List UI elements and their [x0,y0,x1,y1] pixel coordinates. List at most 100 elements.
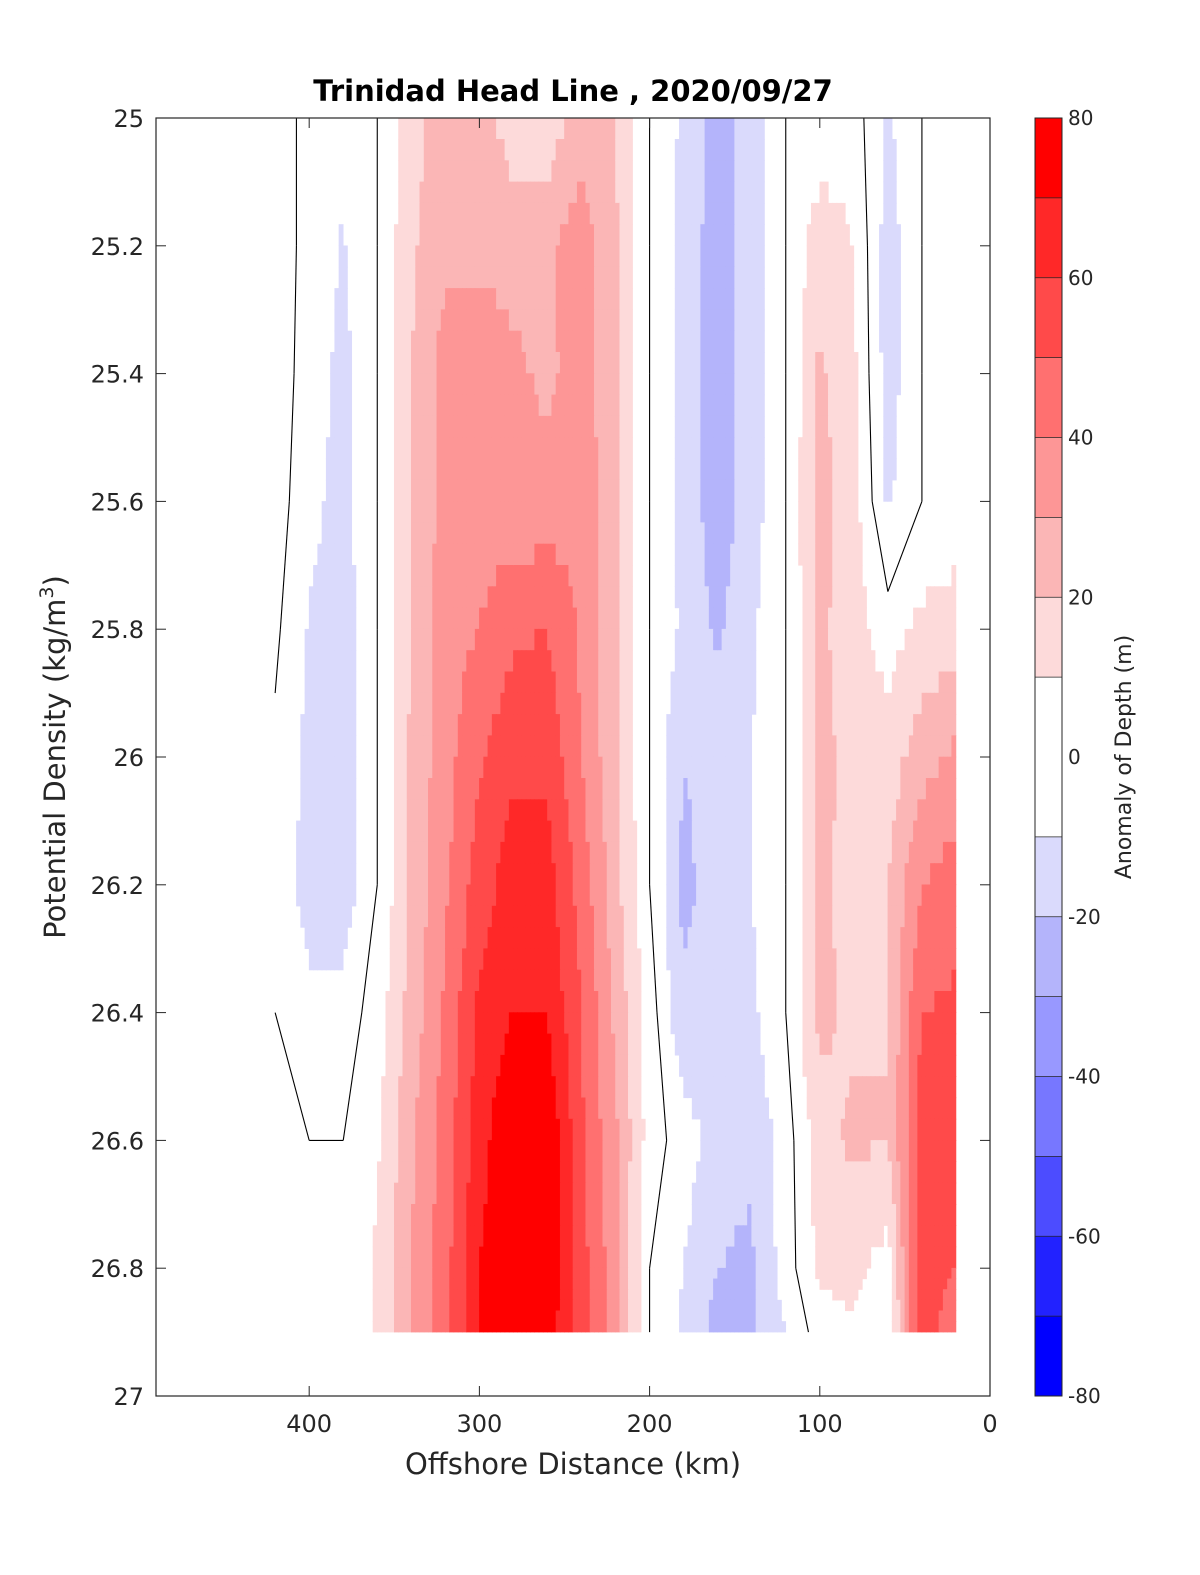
contour-cell [568,671,574,694]
contour-cell [845,799,850,822]
contour-cell [610,884,616,907]
contour-cell [670,671,676,694]
contour-cell [347,756,353,779]
contour-cell [806,607,812,630]
contour-cell [925,841,931,864]
contour-cell [849,352,855,374]
contour-cell [564,245,570,268]
contour-cell [419,139,425,161]
contour-cell [691,863,697,886]
contour-cell [696,543,701,566]
contour-cell [436,756,442,779]
contour-cell [764,1118,770,1141]
contour-cell [568,245,574,268]
contour-cell [891,266,897,289]
contour-cell [449,458,455,481]
contour-cell [836,245,842,268]
contour-cell [717,139,723,161]
contour-cell [610,714,616,736]
contour-cell [534,352,540,374]
contour-cell [581,245,587,268]
contour-cell [445,692,450,715]
contour-cell [496,1076,501,1099]
contour-cell [759,1076,765,1099]
contour-cell [734,352,740,374]
contour-cell [674,778,680,800]
contour-cell [581,650,587,673]
contour-cell [330,820,336,843]
contour-cell [687,522,693,545]
contour-cell [300,863,306,886]
contour-cell [470,1118,476,1141]
contour-cell [317,799,323,822]
contour-cell [891,778,897,800]
contour-cell [564,415,570,438]
contour-cell [398,352,404,374]
contour-cell [568,139,574,161]
contour-cell [517,479,523,502]
contour-cell [674,458,680,481]
contour-cell [500,394,506,417]
contour-cell [521,1012,527,1035]
contour-cell [466,330,472,353]
contour-cell [572,991,578,1013]
contour-cell [508,309,514,332]
contour-cell [347,437,353,460]
contour-cell [589,884,595,907]
contour-cell [674,884,680,907]
contour-cell [951,820,957,843]
contour-cell [423,437,429,460]
contour-cell [921,650,927,673]
contour-cell [389,1097,395,1120]
contour-cell [730,1054,735,1077]
contour-cell [572,139,578,161]
contour-cell [576,181,582,204]
contour-cell [466,1033,472,1056]
contour-cell [466,118,472,140]
contour-cell [445,969,450,992]
contour-cell [525,671,531,694]
contour-cell [628,309,633,332]
contour-cell [342,266,348,289]
contour-cell [725,884,731,907]
contour-cell [585,991,591,1013]
contour-cell [606,266,612,289]
contour-cell [730,692,735,715]
contour-cell [823,969,829,992]
contour-cell [738,778,744,800]
contour-cell [551,479,557,502]
contour-cell [534,245,540,268]
contour-cell [598,692,604,715]
contour-cell [853,586,859,609]
contour-cell [896,799,901,822]
contour-cell [700,118,706,140]
contour-cell [687,1076,693,1099]
contour-cell [674,309,680,332]
contour-cell [432,905,438,928]
contour-cell [836,969,842,992]
contour-cell [347,671,353,694]
contour-cell [849,799,855,822]
contour-cell [704,266,710,289]
contour-cell [479,330,484,353]
contour-cell [491,415,497,438]
contour-cell [474,266,480,289]
contour-cell [725,458,731,481]
contour-cell [734,863,740,886]
contour-cell [730,905,735,928]
contour-cell [674,288,680,310]
contour-cell [610,118,616,140]
contour-cell [479,202,484,225]
contour-cell [402,181,408,204]
contour-cell [696,884,701,907]
contour-cell [738,692,744,715]
contour-cell [508,479,514,502]
contour-cell [504,266,510,289]
contour-cell [474,799,480,822]
contour-cell [815,202,821,225]
contour-cell [674,586,680,609]
contour-cell [917,671,923,694]
contour-cell [853,650,859,673]
contour-cell [534,1054,540,1077]
contour-cell [810,437,816,460]
